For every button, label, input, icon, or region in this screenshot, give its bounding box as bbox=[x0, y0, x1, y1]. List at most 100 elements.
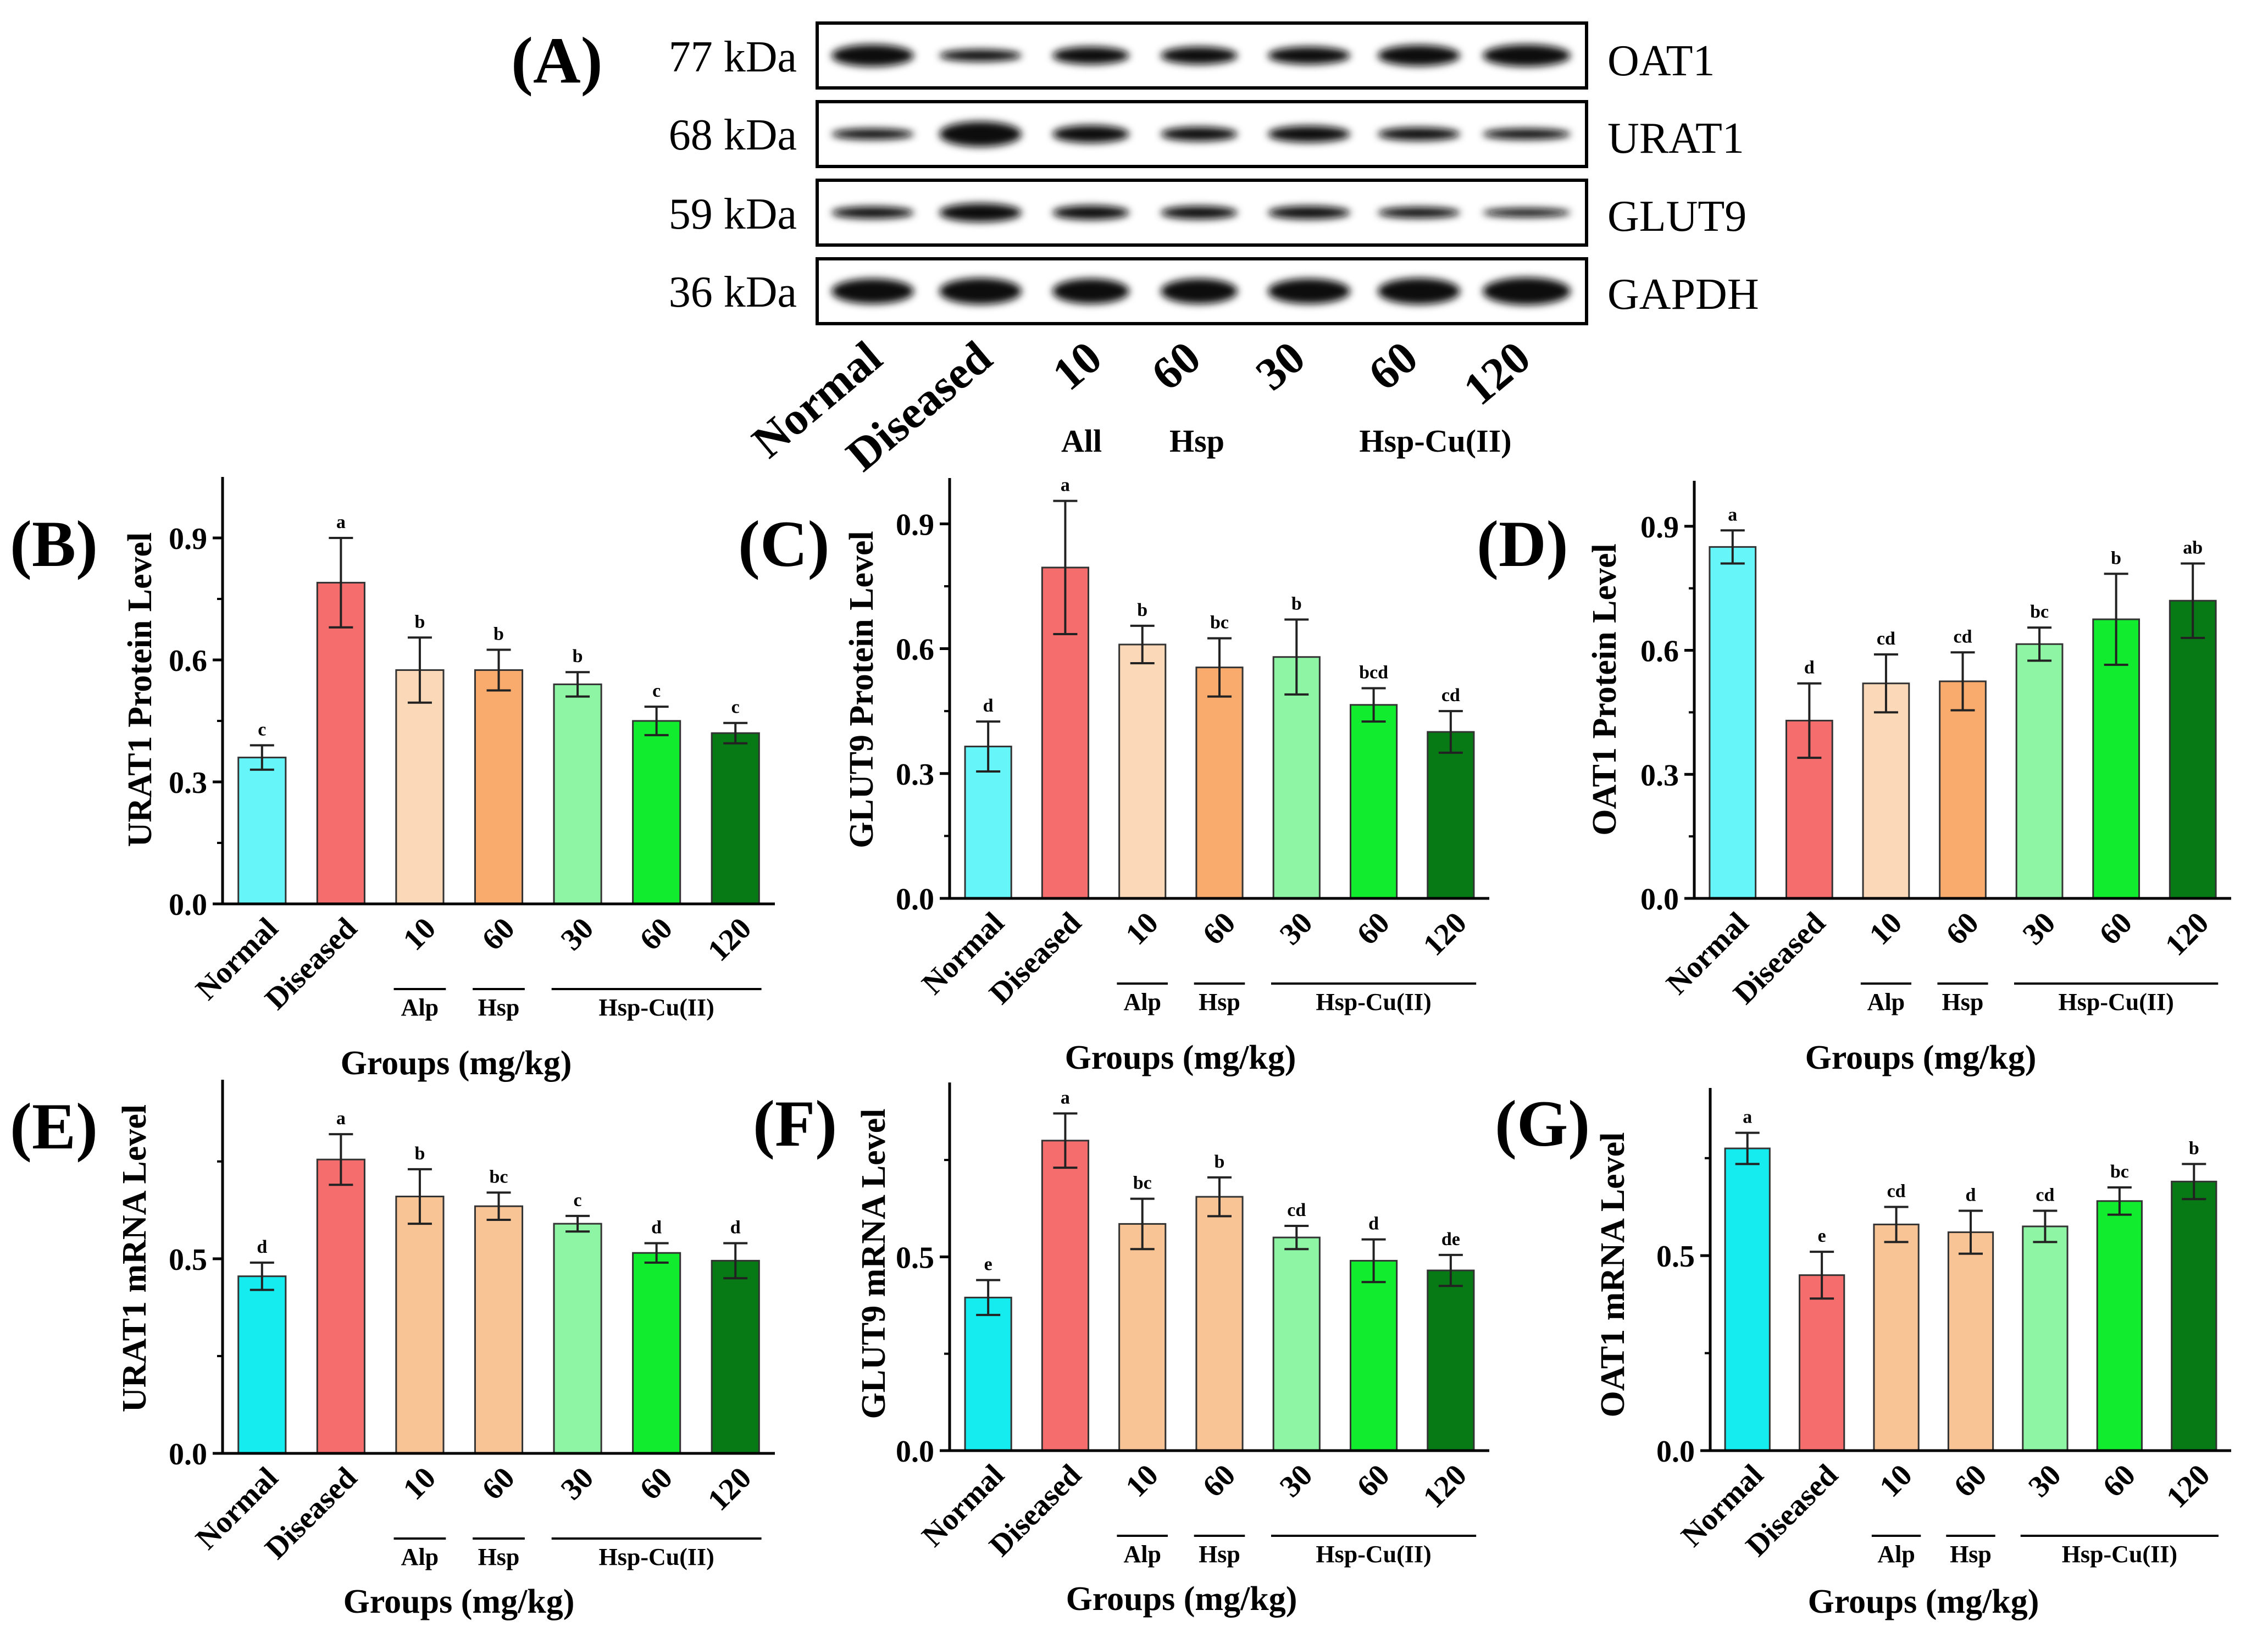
significance-letter: bc bbox=[1210, 613, 1229, 633]
y-tick-label: 0.3 bbox=[896, 758, 934, 792]
significance-letter: a bbox=[336, 1108, 346, 1129]
x-tick-label: 10 bbox=[1863, 906, 1909, 951]
bar-60 bbox=[632, 720, 681, 905]
significance-letter: cd bbox=[1887, 1181, 1906, 1201]
blot-band bbox=[939, 278, 1022, 304]
x-tick-label: 60 bbox=[2093, 906, 2138, 951]
x-axis-title: Groups (mg/kg) bbox=[1805, 1039, 2037, 1076]
group-label: Alp bbox=[1123, 989, 1161, 1015]
error-bar bbox=[1720, 529, 1745, 565]
x-axis-title: Groups (mg/kg) bbox=[341, 1045, 572, 1082]
blot-band bbox=[1052, 47, 1129, 64]
significance-letter: a bbox=[1728, 504, 1737, 525]
x-tick-label: 120 bbox=[2159, 906, 2215, 962]
bar-60 bbox=[1195, 667, 1244, 899]
error-bar bbox=[2033, 1209, 2058, 1243]
significance-letter: e bbox=[1818, 1226, 1826, 1246]
bar-60 bbox=[1947, 1231, 1994, 1452]
error-bar bbox=[407, 1168, 432, 1225]
panel-label: (D) bbox=[1477, 507, 1568, 580]
significance-letter: d bbox=[257, 1237, 267, 1257]
significance-letter: cd bbox=[2036, 1185, 2054, 1206]
significance-letter: b bbox=[2189, 1138, 2199, 1158]
bar-10 bbox=[1118, 643, 1167, 899]
panel-label: (C) bbox=[738, 507, 830, 580]
error-bar bbox=[1959, 1209, 1983, 1255]
blot-bands bbox=[831, 45, 1571, 305]
error-bar bbox=[1797, 682, 1822, 759]
protein-label-oat1: OAT1 bbox=[1607, 37, 1715, 85]
x-tick-label: 120 bbox=[2160, 1458, 2216, 1514]
bar-30 bbox=[2015, 643, 2064, 899]
bar-normal bbox=[964, 1296, 1012, 1452]
kda-label-oat1: 77 kDa bbox=[669, 33, 797, 81]
error-bar bbox=[1810, 1251, 1834, 1300]
error-bar bbox=[1361, 687, 1386, 723]
blot-band bbox=[939, 121, 1022, 147]
x-tick-label: 30 bbox=[1273, 906, 1319, 951]
protein-label-glut9: GLUT9 bbox=[1607, 192, 1746, 241]
error-bar bbox=[2107, 1186, 2132, 1216]
blot-band bbox=[1052, 125, 1129, 143]
bar-60 bbox=[2096, 1200, 2143, 1452]
group-label: Alp bbox=[1877, 1541, 1915, 1568]
significance-letter: d bbox=[983, 696, 994, 716]
bar-normal bbox=[1709, 546, 1757, 899]
blot-band bbox=[1161, 127, 1238, 141]
x-tick-label: 60 bbox=[1196, 906, 1242, 951]
group-label: Hsp bbox=[1199, 1541, 1240, 1568]
group-label: Alp bbox=[401, 994, 439, 1021]
error-bar bbox=[486, 1191, 511, 1221]
blot-band bbox=[831, 279, 914, 304]
bar-10 bbox=[395, 1196, 445, 1454]
blot-band bbox=[1268, 279, 1350, 304]
significance-letter: a bbox=[1061, 1087, 1070, 1108]
significance-letter: de bbox=[1441, 1229, 1460, 1250]
significance-letter: bc bbox=[490, 1167, 508, 1187]
x-tick-label: 60 bbox=[1948, 1458, 1993, 1503]
y-tick-label: 0.0 bbox=[169, 1437, 207, 1471]
blot-band bbox=[1268, 206, 1350, 219]
panel-label-a: (A) bbox=[511, 24, 603, 97]
y-tick-label: 0.9 bbox=[896, 508, 934, 542]
y-tick-label: 0.5 bbox=[1656, 1240, 1695, 1274]
y-axis-title: OAT1 mRNA Level bbox=[1594, 1132, 1632, 1418]
bar-10 bbox=[1118, 1223, 1167, 1452]
bar-30 bbox=[553, 683, 602, 905]
x-tick-label: 10 bbox=[1873, 1458, 1918, 1503]
significance-letter: d bbox=[1966, 1185, 1976, 1206]
x-tick-label: 30 bbox=[2022, 1458, 2067, 1503]
error-bar bbox=[644, 706, 669, 736]
error-bar bbox=[329, 537, 353, 629]
kda-label-urat1: 68 kDa bbox=[669, 111, 797, 159]
x-tick-label: 120 bbox=[1417, 1458, 1473, 1514]
lane-label: 120 bbox=[1454, 331, 1540, 415]
error-bar bbox=[407, 636, 432, 704]
group-label-hsp-cu: Hsp-Cu(II) bbox=[1359, 423, 1511, 459]
bar-30 bbox=[1272, 1236, 1321, 1452]
panel-label: (B) bbox=[10, 507, 98, 580]
significance-letter: b bbox=[1215, 1152, 1225, 1172]
x-axis-title: Groups (mg/kg) bbox=[1065, 1039, 1296, 1076]
bar-60 bbox=[1349, 704, 1398, 899]
error-bar bbox=[249, 744, 274, 771]
y-tick-label: 0.5 bbox=[169, 1243, 207, 1277]
x-tick-label: 30 bbox=[2016, 906, 2062, 951]
x-tick-label: 10 bbox=[397, 911, 442, 957]
error-bar bbox=[2104, 573, 2128, 666]
panel-label: (F) bbox=[753, 1087, 837, 1160]
y-tick-label: 0.5 bbox=[896, 1241, 934, 1275]
significance-letter: ab bbox=[2183, 537, 2203, 558]
group-label: Hsp bbox=[478, 994, 520, 1021]
blot-band bbox=[1483, 277, 1571, 305]
error-bar bbox=[723, 1242, 748, 1280]
x-axis-title: Groups (mg/kg) bbox=[1808, 1583, 2039, 1620]
x-tick-label: 60 bbox=[1350, 906, 1396, 951]
bar-10 bbox=[1862, 682, 1910, 899]
significance-letter: d bbox=[730, 1218, 741, 1238]
y-tick-label: 0.0 bbox=[896, 1435, 934, 1469]
y-tick-label: 0.6 bbox=[1640, 635, 1679, 669]
